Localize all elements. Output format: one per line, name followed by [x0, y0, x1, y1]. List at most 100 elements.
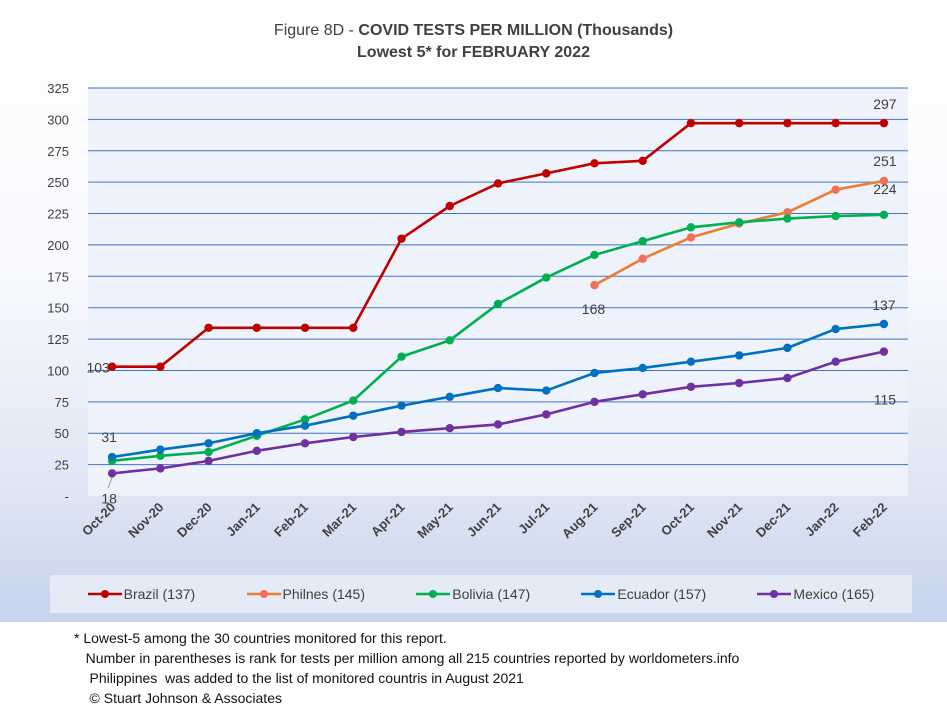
- data-label: 224: [873, 181, 897, 197]
- data-point-brazil: [445, 201, 454, 211]
- data-point-ecuador: [686, 357, 696, 366]
- data-point-brazil: [397, 234, 406, 243]
- data-point-bolivia: [493, 299, 503, 309]
- data-point-ecuador: [831, 324, 840, 334]
- y-tick-label: 325: [47, 81, 69, 96]
- x-tick-label: Mar-21: [319, 500, 359, 540]
- data-point-brazil: [590, 159, 599, 168]
- x-tick-label: Jan-21: [223, 500, 263, 540]
- x-tick-label: Oct-21: [658, 500, 697, 539]
- data-point-brazil: [638, 156, 647, 166]
- legend-item-bolivia: Bolivia (147): [416, 586, 530, 602]
- data-point-brazil: [493, 179, 503, 188]
- x-tick-label: Dec-21: [753, 500, 794, 541]
- legend-item-ecuador: Ecuador (157): [581, 586, 706, 602]
- legend-item-philnes: Philnes (145): [246, 586, 366, 602]
- data-point-brazil: [879, 118, 889, 128]
- data-point-bolivia: [349, 396, 358, 405]
- data-point-philnes: [638, 254, 647, 263]
- legend-swatch-bolivia: [416, 590, 451, 598]
- data-point-mexico: [252, 446, 262, 456]
- footnote-line: Number in parentheses is rank for tests …: [74, 650, 740, 666]
- y-tick-label: 125: [47, 332, 69, 347]
- data-point-brazil: [252, 323, 262, 332]
- data-point-brazil: [831, 118, 840, 128]
- x-tick-label: Feb-21: [271, 500, 311, 540]
- data-point-ecuador: [879, 319, 889, 329]
- data-point-ecuador: [397, 401, 406, 410]
- legend-swatch-ecuador: [581, 590, 616, 598]
- legend-item-brazil: Brazil (137): [87, 586, 195, 602]
- line-chart: - 25 50 75 100 125 150 175 200 225 250 275 300 325 Oct…: [47, 81, 908, 542]
- data-point-ecuador: [204, 439, 213, 448]
- data-point-mexico: [156, 464, 165, 473]
- data-point-ecuador: [349, 411, 358, 420]
- data-point-mexico: [493, 420, 503, 429]
- data-point-bolivia: [590, 250, 599, 260]
- data-point-philnes: [831, 185, 840, 194]
- y-tick-label: 100: [47, 363, 69, 378]
- title-prefix: Figure 8D -: [273, 22, 359, 39]
- data-label: 103: [86, 360, 110, 376]
- x-tick-label: Feb-22: [850, 500, 890, 540]
- footnotes: * Lowest-5 among the 30 countries monito…: [74, 628, 739, 708]
- x-tick-label: Sep-21: [608, 500, 649, 541]
- data-point-bolivia: [204, 447, 213, 457]
- data-point-brazil: [686, 118, 696, 128]
- data-point-mexico: [542, 410, 551, 419]
- data-point-mexico: [445, 424, 454, 433]
- legend-item-mexico: Mexico (165): [757, 586, 874, 602]
- data-label: 18: [101, 490, 117, 506]
- plot-background: [88, 88, 908, 496]
- chart-area: - 25 50 75 100 125 150 175 200 225 250 275 300 325 Oct…: [0, 0, 947, 622]
- data-point-ecuador: [445, 392, 454, 402]
- data-point-bolivia: [300, 415, 310, 424]
- data-point-brazil: [349, 323, 358, 332]
- data-point-bolivia: [542, 273, 551, 282]
- data-point-bolivia: [734, 218, 744, 227]
- data-point-bolivia: [638, 236, 647, 246]
- x-tick-label: Apr-21: [368, 500, 408, 540]
- title-main: COVID TESTS PER MILLION (Thousands): [358, 22, 674, 39]
- data-point-ecuador: [156, 445, 165, 454]
- data-point-mexico: [349, 432, 358, 442]
- chart-title: Figure 8D - COVID TESTS PER MILLION (Tho…: [0, 20, 947, 64]
- data-point-ecuador: [783, 343, 792, 353]
- footnote-line: Philippines was added to the list of mon…: [74, 670, 524, 686]
- data-point-brazil: [542, 169, 551, 178]
- legend-label-bolivia: Bolivia (147): [452, 586, 531, 602]
- data-point-bolivia: [686, 223, 696, 232]
- data-point-ecuador: [107, 452, 117, 462]
- x-tick-label: Nov-20: [125, 500, 166, 541]
- y-tick-label: 25: [55, 458, 69, 473]
- data-label: 297: [873, 96, 897, 112]
- leader-line: [107, 477, 113, 489]
- legend-swatch-brazil: [87, 590, 122, 598]
- data-point-brazil: [783, 118, 792, 128]
- legend-label-philnes: Philnes (145): [282, 586, 366, 602]
- x-tick-label: Aug-21: [559, 500, 601, 542]
- data-point-brazil: [300, 323, 310, 332]
- y-tick-label: 200: [47, 238, 69, 253]
- data-point-bolivia: [831, 211, 840, 221]
- chart-legend: Brazil (137) Philnes (145) Bolivia (147)…: [50, 575, 912, 613]
- data-point-mexico: [734, 378, 744, 388]
- y-tick-label: 75: [55, 395, 69, 410]
- x-tick-label: Jun-21: [464, 500, 504, 540]
- data-point-mexico: [397, 427, 406, 437]
- y-tick-label: 250: [47, 175, 69, 190]
- data-point-mexico: [590, 397, 599, 407]
- legend-swatch-philnes: [246, 590, 281, 598]
- footnote-line: * Lowest-5 among the 30 countries monito…: [74, 630, 447, 646]
- y-tick-label: 225: [47, 207, 69, 222]
- y-tick-label: 175: [47, 269, 69, 284]
- data-point-philnes: [879, 176, 889, 186]
- y-tick-label: -: [65, 489, 69, 504]
- data-point-mexico: [300, 439, 310, 448]
- data-point-ecuador: [638, 363, 647, 373]
- x-tick-label: Jan-22: [802, 500, 842, 540]
- data-label: 168: [582, 301, 606, 317]
- data-point-mexico: [638, 390, 647, 399]
- x-tick-label: May-21: [414, 500, 456, 542]
- legend-swatch-mexico: [757, 590, 792, 598]
